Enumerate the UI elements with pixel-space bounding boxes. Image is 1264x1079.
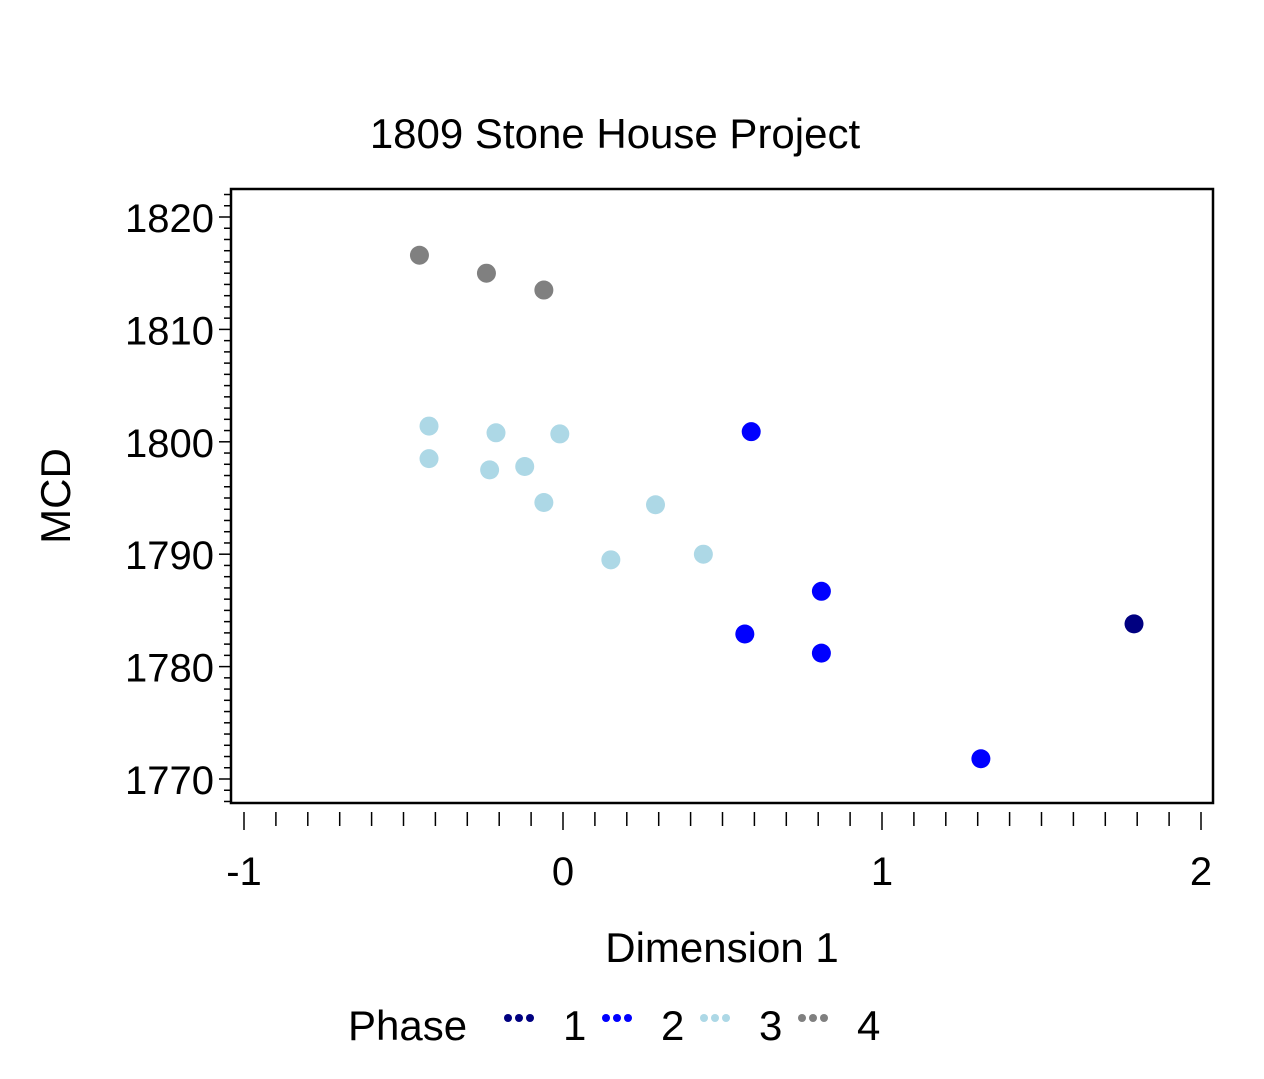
phase-4-point — [476, 263, 496, 283]
legend-swatch-dot — [798, 1014, 806, 1022]
legend-title: Phase — [348, 1002, 467, 1049]
legend-swatch-dot — [700, 1014, 708, 1022]
phase-2-point — [811, 643, 831, 663]
y-tick-label: 1810 — [125, 309, 214, 353]
legend-label: 2 — [661, 1002, 684, 1049]
legend-swatch-dot — [711, 1014, 719, 1022]
legend-swatch-dot — [624, 1014, 632, 1022]
legend-swatch-dot — [722, 1014, 730, 1022]
x-tick-label: -1 — [226, 850, 262, 894]
legend-label: 3 — [759, 1002, 782, 1049]
y-axis-label: MCD — [32, 448, 79, 544]
phase-3-point — [419, 449, 439, 469]
y-tick-label: 1820 — [125, 197, 214, 241]
plot-area-frame — [229, 187, 1215, 805]
phase-2-point — [971, 749, 991, 769]
phase-1-point — [1124, 614, 1144, 634]
phase-2-point — [735, 624, 755, 644]
phase-4-point — [534, 280, 554, 300]
legend-label: 4 — [857, 1002, 880, 1049]
legend-label: 1 — [563, 1002, 586, 1049]
phase-3-point — [534, 492, 554, 512]
legend-swatch-dot — [820, 1014, 828, 1022]
legend-swatch-dot — [504, 1014, 512, 1022]
x-tick-label: 2 — [1190, 850, 1212, 894]
y-tick-label: 1790 — [125, 534, 214, 578]
phase-3-point — [515, 457, 535, 477]
phase-2-point — [811, 581, 831, 601]
phase-3-point — [646, 495, 666, 515]
legend: Phase 1 2 3 4 — [348, 1002, 880, 1049]
chart-title: 1809 Stone House Project — [370, 110, 861, 157]
y-tick-label: 1770 — [125, 759, 214, 803]
x-axis-label: Dimension 1 — [605, 924, 838, 971]
legend-item-phase-2: 2 — [602, 1002, 684, 1049]
legend-swatch-dot — [602, 1014, 610, 1022]
phase-3-point — [419, 416, 439, 436]
y-tick-label: 1800 — [125, 422, 214, 466]
phase-4-point — [409, 245, 429, 265]
phase-3-point — [480, 460, 500, 480]
legend-item-phase-3: 3 — [700, 1002, 782, 1049]
x-tick-label: 1 — [871, 850, 893, 894]
y-tick-label: 1780 — [125, 647, 214, 691]
x-axis: -1 0 1 2 — [226, 812, 1212, 894]
phase-3-point — [550, 424, 570, 444]
y-axis: 1770 1780 1790 1800 1810 1820 — [125, 193, 231, 803]
x-tick-label: 0 — [552, 850, 574, 894]
phase-2-point — [741, 422, 761, 442]
legend-item-phase-4: 4 — [798, 1002, 880, 1049]
phase-3-point — [693, 544, 713, 564]
legend-swatch-dot — [809, 1014, 817, 1022]
legend-swatch-dot — [526, 1014, 534, 1022]
legend-swatch-dot — [613, 1014, 621, 1022]
legend-swatch-dot — [515, 1014, 523, 1022]
phase-3-point — [486, 423, 506, 443]
legend-item-phase-1: 1 — [504, 1002, 586, 1049]
phase-3-point — [601, 550, 621, 570]
data-points — [409, 245, 1144, 769]
